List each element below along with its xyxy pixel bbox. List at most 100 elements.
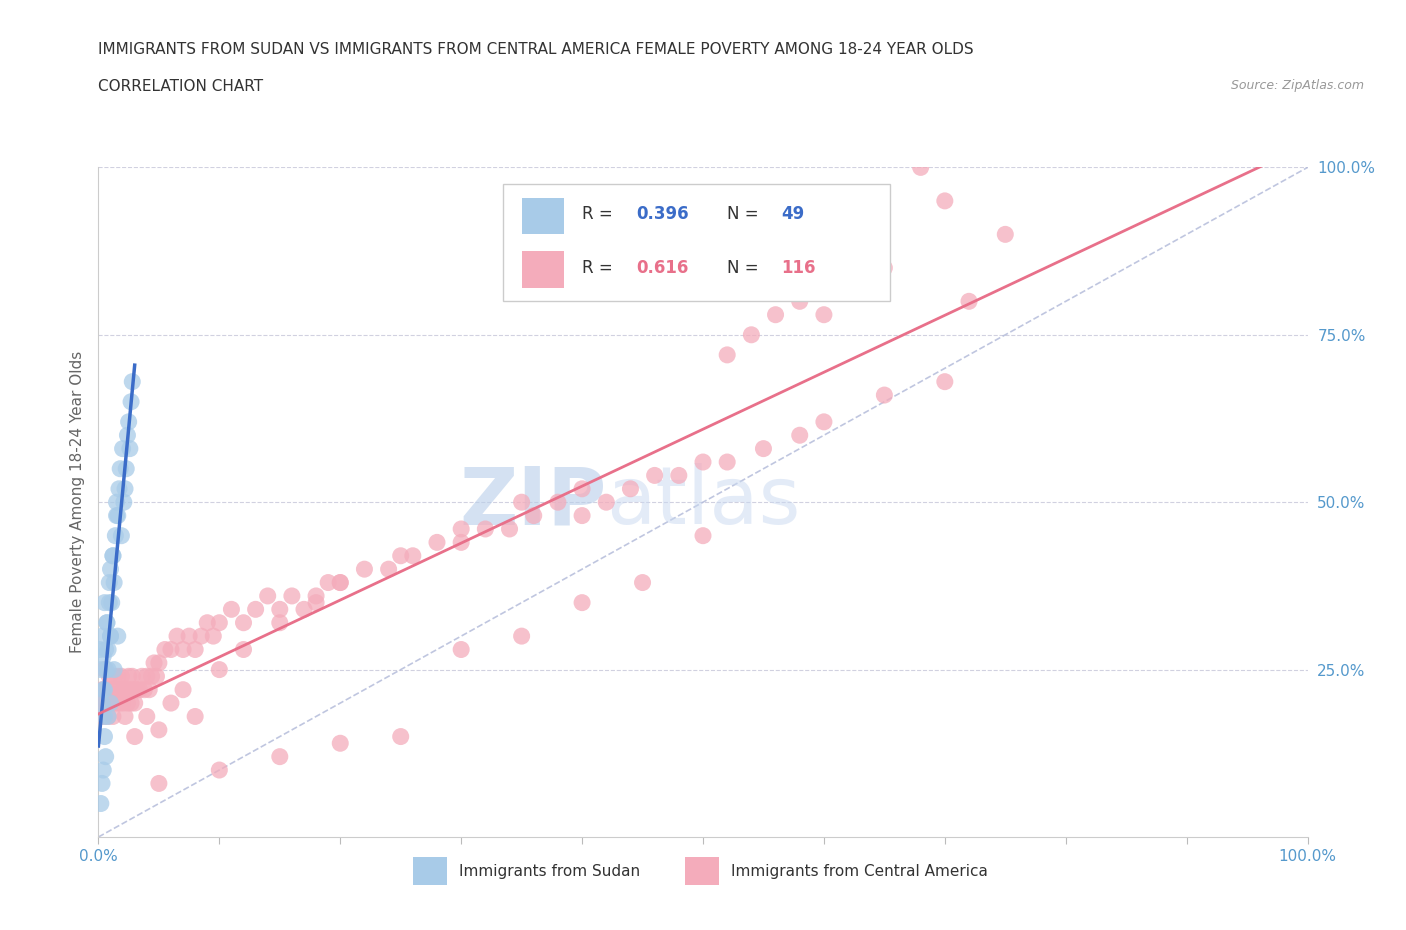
Point xyxy=(118,441,141,456)
Point xyxy=(547,495,569,510)
Point xyxy=(97,709,120,724)
Point xyxy=(91,629,114,644)
Point xyxy=(474,522,496,537)
Point xyxy=(100,629,122,644)
Text: atlas: atlas xyxy=(606,463,800,541)
Point xyxy=(100,629,122,644)
Point xyxy=(117,428,139,443)
Point xyxy=(148,723,170,737)
Point xyxy=(124,696,146,711)
Point xyxy=(789,294,811,309)
Point xyxy=(910,160,932,175)
Point xyxy=(148,776,170,790)
Point xyxy=(523,508,546,523)
Point xyxy=(510,629,533,644)
Point xyxy=(90,662,112,677)
Point xyxy=(94,662,117,677)
Point xyxy=(148,656,170,671)
Point xyxy=(172,683,194,698)
Bar xyxy=(413,857,447,885)
Point xyxy=(107,669,129,684)
Point xyxy=(450,522,472,537)
Point xyxy=(692,528,714,543)
Text: Immigrants from Central America: Immigrants from Central America xyxy=(731,864,987,880)
Point xyxy=(377,562,399,577)
Point xyxy=(873,388,896,403)
Point xyxy=(692,455,714,470)
Point xyxy=(716,348,738,363)
Point xyxy=(190,629,212,644)
Point xyxy=(498,522,520,537)
Point xyxy=(97,709,120,724)
Point xyxy=(644,468,666,483)
Point xyxy=(90,796,112,811)
Text: N =: N = xyxy=(727,206,763,223)
Point xyxy=(292,602,315,617)
Point xyxy=(107,508,129,523)
Point xyxy=(668,468,690,483)
Point xyxy=(117,696,139,711)
Point xyxy=(91,763,114,777)
Point xyxy=(389,549,412,564)
Point xyxy=(96,616,118,631)
Text: 116: 116 xyxy=(782,259,815,277)
Point xyxy=(245,602,267,617)
Point xyxy=(91,649,114,664)
Y-axis label: Female Poverty Among 18-24 Year Olds: Female Poverty Among 18-24 Year Olds xyxy=(69,352,84,654)
Point xyxy=(104,696,127,711)
Point xyxy=(631,575,654,590)
Point xyxy=(107,629,129,644)
Point xyxy=(108,461,131,476)
Point xyxy=(103,662,125,677)
Point xyxy=(108,696,131,711)
Point xyxy=(118,683,141,698)
Point xyxy=(111,696,134,711)
Point xyxy=(89,642,111,657)
Point xyxy=(402,549,425,564)
Point xyxy=(115,461,138,476)
Point xyxy=(184,709,207,724)
Point xyxy=(329,575,352,590)
Text: Immigrants from Sudan: Immigrants from Sudan xyxy=(458,864,640,880)
FancyBboxPatch shape xyxy=(503,184,890,301)
Point xyxy=(141,669,163,684)
Point xyxy=(101,549,124,564)
Point xyxy=(96,683,118,698)
Bar xyxy=(685,857,718,885)
Text: R =: R = xyxy=(582,206,619,223)
Point xyxy=(112,683,135,698)
Point xyxy=(91,709,114,724)
Point xyxy=(571,595,593,610)
Point xyxy=(98,669,121,684)
Point xyxy=(105,683,128,698)
Point xyxy=(316,575,339,590)
Point xyxy=(127,683,149,698)
Point xyxy=(111,441,134,456)
Point xyxy=(281,589,304,604)
Point xyxy=(94,696,117,711)
Point xyxy=(103,669,125,684)
Point xyxy=(118,669,141,684)
Point xyxy=(100,595,122,610)
Point xyxy=(450,642,472,657)
Point xyxy=(108,482,131,497)
Point xyxy=(934,193,956,208)
Point xyxy=(118,415,141,430)
Point xyxy=(134,683,156,698)
Point xyxy=(121,374,143,389)
Point xyxy=(101,709,124,724)
Point xyxy=(789,428,811,443)
Point xyxy=(135,669,157,684)
Point xyxy=(619,482,641,497)
Point xyxy=(389,729,412,744)
Point xyxy=(208,763,231,777)
Point xyxy=(96,616,118,631)
Point xyxy=(221,602,243,617)
Text: 0.396: 0.396 xyxy=(637,206,689,223)
Point xyxy=(93,709,115,724)
Point xyxy=(837,281,859,296)
Point xyxy=(91,776,114,790)
Point xyxy=(93,662,115,677)
Point xyxy=(195,616,218,631)
Point xyxy=(329,575,352,590)
